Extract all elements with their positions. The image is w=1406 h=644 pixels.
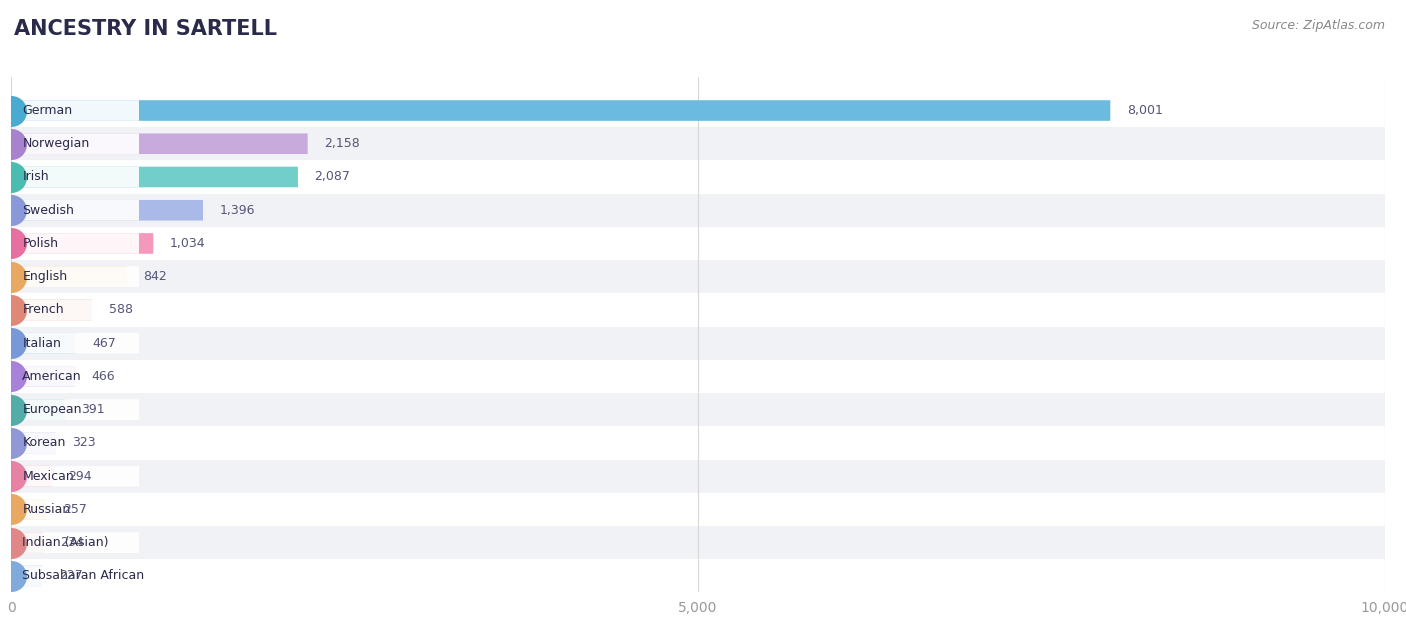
FancyBboxPatch shape: [0, 393, 1406, 426]
Text: 842: 842: [143, 270, 167, 283]
Text: American: American: [22, 370, 82, 383]
Text: English: English: [22, 270, 67, 283]
FancyBboxPatch shape: [11, 100, 1111, 121]
FancyBboxPatch shape: [0, 559, 1406, 592]
Text: Italian: Italian: [22, 337, 62, 350]
FancyBboxPatch shape: [0, 194, 1406, 227]
Text: 2,087: 2,087: [315, 171, 350, 184]
Text: Source: ZipAtlas.com: Source: ZipAtlas.com: [1251, 19, 1385, 32]
FancyBboxPatch shape: [11, 299, 91, 320]
Text: French: French: [22, 303, 63, 316]
Text: Mexican: Mexican: [22, 469, 75, 482]
FancyBboxPatch shape: [0, 327, 1406, 360]
Text: 234: 234: [60, 536, 83, 549]
Text: Polish: Polish: [22, 237, 58, 250]
FancyBboxPatch shape: [7, 233, 139, 254]
Text: 467: 467: [91, 337, 115, 350]
FancyBboxPatch shape: [7, 299, 139, 320]
FancyBboxPatch shape: [11, 499, 46, 520]
FancyBboxPatch shape: [0, 360, 1406, 393]
Text: Russian: Russian: [22, 503, 70, 516]
FancyBboxPatch shape: [0, 493, 1406, 526]
FancyBboxPatch shape: [7, 433, 139, 453]
FancyBboxPatch shape: [0, 227, 1406, 260]
Text: 323: 323: [72, 437, 96, 450]
FancyBboxPatch shape: [0, 426, 1406, 460]
FancyBboxPatch shape: [7, 533, 139, 553]
Text: German: German: [22, 104, 73, 117]
FancyBboxPatch shape: [0, 260, 1406, 293]
Text: Norwegian: Norwegian: [22, 137, 90, 150]
FancyBboxPatch shape: [7, 366, 139, 387]
Text: Subsaharan African: Subsaharan African: [22, 569, 145, 582]
FancyBboxPatch shape: [0, 526, 1406, 559]
FancyBboxPatch shape: [11, 366, 76, 387]
FancyBboxPatch shape: [7, 466, 139, 486]
FancyBboxPatch shape: [7, 399, 139, 420]
FancyBboxPatch shape: [11, 200, 202, 220]
FancyBboxPatch shape: [7, 499, 139, 520]
FancyBboxPatch shape: [7, 167, 139, 187]
FancyBboxPatch shape: [11, 167, 298, 187]
Text: Irish: Irish: [22, 171, 49, 184]
FancyBboxPatch shape: [11, 233, 153, 254]
FancyBboxPatch shape: [11, 399, 65, 420]
FancyBboxPatch shape: [11, 533, 44, 553]
Text: 1,396: 1,396: [219, 204, 254, 217]
Text: ANCESTRY IN SARTELL: ANCESTRY IN SARTELL: [14, 19, 277, 39]
FancyBboxPatch shape: [7, 200, 139, 220]
FancyBboxPatch shape: [7, 133, 139, 154]
FancyBboxPatch shape: [11, 267, 127, 287]
FancyBboxPatch shape: [7, 267, 139, 287]
FancyBboxPatch shape: [0, 293, 1406, 327]
FancyBboxPatch shape: [11, 565, 42, 586]
FancyBboxPatch shape: [0, 160, 1406, 194]
FancyBboxPatch shape: [11, 133, 308, 154]
FancyBboxPatch shape: [11, 466, 52, 486]
FancyBboxPatch shape: [7, 565, 139, 586]
Text: 2,158: 2,158: [325, 137, 360, 150]
Text: 227: 227: [59, 569, 83, 582]
Text: 588: 588: [108, 303, 132, 316]
Text: Swedish: Swedish: [22, 204, 75, 217]
FancyBboxPatch shape: [7, 100, 139, 121]
Text: Korean: Korean: [22, 437, 66, 450]
Text: 257: 257: [63, 503, 87, 516]
FancyBboxPatch shape: [0, 94, 1406, 127]
FancyBboxPatch shape: [0, 460, 1406, 493]
Text: European: European: [22, 403, 82, 416]
FancyBboxPatch shape: [7, 333, 139, 354]
FancyBboxPatch shape: [11, 433, 56, 453]
Text: Indian (Asian): Indian (Asian): [22, 536, 108, 549]
FancyBboxPatch shape: [11, 333, 76, 354]
FancyBboxPatch shape: [0, 127, 1406, 160]
Text: 294: 294: [67, 469, 91, 482]
Text: 391: 391: [82, 403, 105, 416]
Text: 1,034: 1,034: [170, 237, 205, 250]
Text: 466: 466: [91, 370, 115, 383]
Text: 8,001: 8,001: [1126, 104, 1163, 117]
